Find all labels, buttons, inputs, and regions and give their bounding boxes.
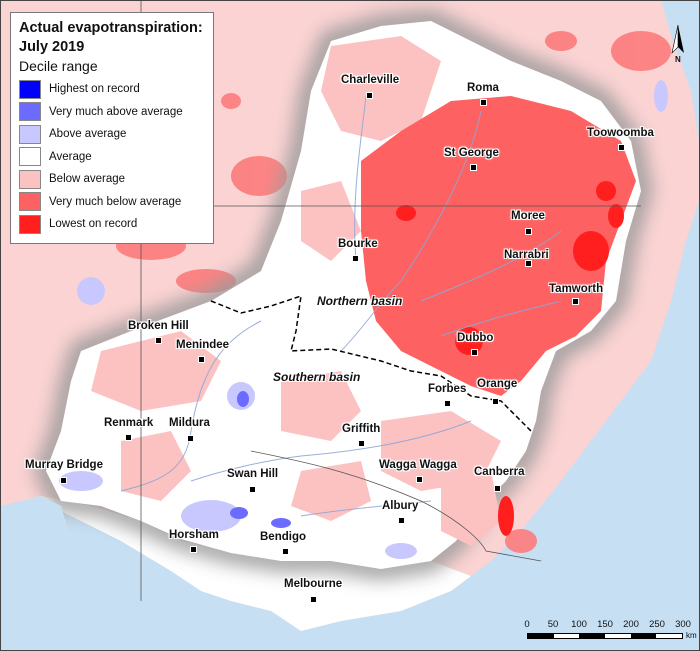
above-average-areas (59, 80, 668, 559)
town-label-bourke: Bourke (338, 238, 378, 250)
legend-title-date: July 2019 (19, 39, 85, 55)
town-marker-murray-bridge (60, 477, 67, 484)
legend-title: Actual evapotranspiration: (19, 20, 203, 36)
town-label-moree: Moree (511, 210, 545, 222)
town-label-orange: Orange (477, 378, 518, 390)
below-average-areas (91, 36, 501, 546)
sea-south (1, 401, 699, 650)
town-marker-griffith (358, 440, 365, 447)
legend-label: Very much above average (49, 105, 183, 118)
town-label-broken-hill: Broken Hill (128, 320, 189, 332)
town-marker-narrabri (525, 260, 532, 267)
north-label: N (675, 55, 681, 64)
legend-label: Lowest on record (49, 218, 138, 231)
town-marker-bourke (352, 255, 359, 262)
rivers (120, 95, 562, 517)
town-marker-orange (492, 398, 499, 405)
town-label-griffith: Griffith (342, 423, 381, 435)
town-label-melbourne: Melbourne (284, 578, 343, 590)
scale-tick: 50 (547, 619, 559, 630)
legend-swatch (19, 124, 41, 144)
town-marker-swan-hill (249, 486, 256, 493)
town-marker-menindee (198, 356, 205, 363)
town-label-albury: Albury (382, 500, 419, 512)
town-marker-broken-hill (155, 337, 162, 344)
scale-bar: 0 50 100 150 200 250 300 km (519, 619, 697, 647)
town-marker-charleville (366, 92, 373, 99)
town-label-renmark: Renmark (104, 417, 154, 429)
scale-bar-graphic (527, 633, 683, 639)
town-marker-horsham (190, 546, 197, 553)
legend-item: Very much below average (19, 191, 205, 214)
scale-tick: 300 (675, 619, 691, 630)
town-label-murray-bridge: Murray Bridge (25, 459, 103, 471)
town-marker-wagga-wagga (416, 476, 423, 483)
legend-item: Above average (19, 123, 205, 146)
scale-unit: km (686, 631, 697, 640)
town-label-dubbo: Dubbo (457, 332, 494, 344)
town-label-wagga-wagga: Wagga Wagga (379, 459, 457, 471)
legend: Actual evapotranspiration: July 2019 Dec… (10, 12, 214, 244)
town-marker-renmark (125, 434, 132, 441)
very-much-below-average-north (361, 96, 636, 396)
town-label-narrabri: Narrabri (504, 249, 549, 261)
scale-tick: 200 (623, 619, 639, 630)
legend-label: Below average (49, 173, 126, 186)
legend-label: Above average (49, 128, 127, 141)
legend-label: Average (49, 150, 92, 163)
town-label-swan-hill: Swan Hill (227, 468, 279, 480)
town-label-forbes: Forbes (428, 383, 467, 395)
legend-swatch (19, 102, 41, 122)
legend-item: Very much above average (19, 101, 205, 124)
legend-swatch (19, 147, 41, 167)
town-marker-toowoomba (618, 144, 625, 151)
scale-tick: 250 (649, 619, 665, 630)
legend-item: Lowest on record (19, 213, 205, 236)
legend-swatch (19, 79, 41, 99)
town-label-tamworth: Tamworth (549, 283, 604, 295)
town-marker-mildura (187, 435, 194, 442)
legend-subtitle: Decile range (19, 58, 98, 74)
legend-swatch (19, 214, 41, 234)
town-marker-forbes (444, 400, 451, 407)
town-marker-bendigo (282, 548, 289, 555)
town-label-toowoomba: Toowoomba (587, 127, 654, 139)
town-marker-roma (480, 99, 487, 106)
town-label-mildura: Mildura (169, 417, 210, 429)
town-label-roma: Roma (467, 82, 499, 94)
town-marker-moree (525, 228, 532, 235)
northern-basin-label: Northern basin (317, 294, 403, 308)
scale-tick: 0 (524, 619, 530, 630)
town-marker-albury (398, 517, 405, 524)
basin-divider (210, 294, 532, 432)
lowest-on-record-spots (396, 181, 624, 536)
north-arrow-icon: N (670, 24, 686, 69)
legend-item: Average (19, 146, 205, 169)
town-label-menindee: Menindee (176, 339, 230, 351)
town-marker-tamworth (572, 298, 579, 305)
town-label-bendigo: Bendigo (260, 531, 306, 543)
legend-label: Very much below average (49, 195, 182, 208)
town-label-horsham: Horsham (169, 529, 219, 541)
scale-tick: 150 (597, 619, 613, 630)
town-marker-melbourne (310, 596, 317, 603)
town-marker-dubbo (471, 349, 478, 356)
legend-item: Highest on record (19, 78, 205, 101)
town-label-canberra: Canberra (474, 466, 525, 478)
scale-tick: 100 (571, 619, 587, 630)
legend-swatch (19, 192, 41, 212)
legend-swatch (19, 169, 41, 189)
town-label-st-george: St George (444, 147, 499, 159)
legend-item: Below average (19, 168, 205, 191)
town-marker-canberra (494, 485, 501, 492)
town-marker-st-george (470, 164, 477, 171)
southern-basin-label: Southern basin (273, 370, 361, 384)
town-label-charleville: Charleville (341, 74, 400, 86)
legend-label: Highest on record (49, 83, 140, 96)
